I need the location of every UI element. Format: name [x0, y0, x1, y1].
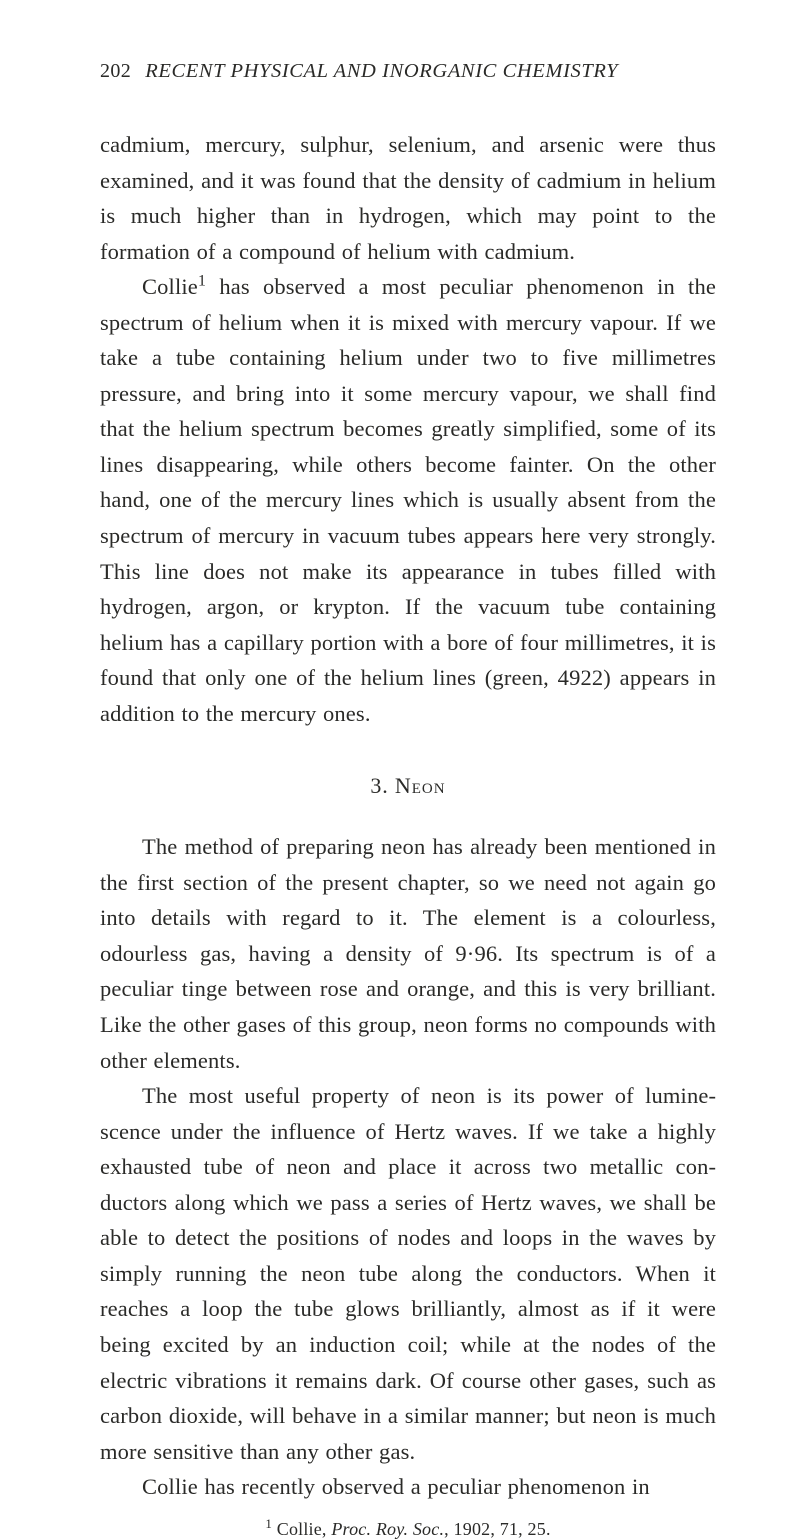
running-title: RECENT PHYSICAL AND INORGANIC CHEMISTRY: [145, 60, 618, 83]
paragraph-3: The method of preparing neon has already…: [100, 829, 716, 1078]
footnote-number: 1: [265, 1516, 272, 1531]
footnote-marker-1: 1: [198, 272, 206, 290]
footnote-rest: , 1902, 71, 25.: [444, 1519, 551, 1539]
section-name: Neon: [395, 773, 446, 798]
page-number: 202: [100, 60, 131, 83]
paragraph-5: Collie has recently observed a peculiar …: [100, 1469, 716, 1505]
p2-rest: has observed a most peculiar phenomenon …: [100, 274, 716, 726]
p2-lead: Collie: [142, 274, 198, 299]
running-head: 202 RECENT PHYSICAL AND INORGANIC CHEMIS…: [100, 60, 716, 83]
footnote-journal: Proc. Roy. Soc.: [331, 1519, 444, 1539]
footnote-author: Collie,: [277, 1519, 332, 1539]
paragraph-1: cadmium, mercury, sulphur, selenium, and…: [100, 127, 716, 269]
section-heading: 3. Neon: [100, 773, 716, 799]
paragraph-2: Collie1 has observed a most peculiar phe…: [100, 269, 716, 731]
section-number: 3.: [370, 773, 388, 798]
paragraph-4: The most useful property of neon is its …: [100, 1078, 716, 1469]
footnote: 1 Collie, Proc. Roy. Soc., 1902, 71, 25.: [100, 1519, 716, 1540]
page: 202 RECENT PHYSICAL AND INORGANIC CHEMIS…: [0, 0, 800, 1345]
